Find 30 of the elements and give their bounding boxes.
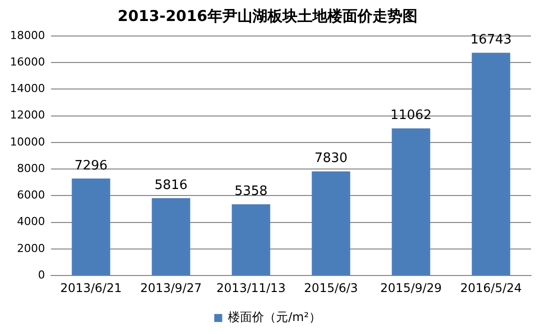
data-label: 5358 bbox=[234, 184, 268, 200]
y-tick-label: 10000 bbox=[10, 135, 45, 148]
x-tick-label: 2016/5/24 bbox=[460, 280, 522, 295]
x-tick-label: 2013/9/27 bbox=[140, 280, 202, 295]
legend-label: 楼面价（元/m²） bbox=[228, 310, 321, 324]
y-tick-label: 6000 bbox=[16, 188, 45, 202]
x-tick-label: 2015/6/3 bbox=[304, 280, 358, 295]
y-tick-label: 14000 bbox=[10, 82, 45, 96]
bar bbox=[312, 171, 350, 276]
bar bbox=[72, 178, 110, 276]
x-tick-label: 2013/11/13 bbox=[216, 280, 286, 295]
y-tick-label: 2000 bbox=[16, 242, 45, 255]
y-tick-label: 16000 bbox=[10, 55, 45, 68]
data-label: 11062 bbox=[390, 108, 432, 124]
data-label: 16743 bbox=[470, 32, 512, 48]
data-label: 5816 bbox=[154, 178, 188, 194]
bar bbox=[392, 128, 430, 276]
y-tick-label: 4000 bbox=[16, 215, 45, 228]
chart-title: 2013-2016年尹山湖板块土地楼面价走势图 bbox=[118, 6, 418, 25]
data-label: 7296 bbox=[74, 158, 108, 174]
bar bbox=[472, 52, 510, 276]
x-tick-label: 2015/9/29 bbox=[380, 280, 442, 295]
y-tick-label: 18000 bbox=[10, 28, 45, 42]
bar bbox=[232, 204, 270, 276]
y-tick-label: 12000 bbox=[10, 108, 45, 122]
bar bbox=[152, 198, 190, 276]
y-tick-label: 0 bbox=[38, 268, 45, 282]
y-tick-label: 8000 bbox=[16, 162, 45, 175]
data-label: 7830 bbox=[314, 151, 348, 166]
x-tick-label: 2013/6/21 bbox=[60, 280, 122, 295]
